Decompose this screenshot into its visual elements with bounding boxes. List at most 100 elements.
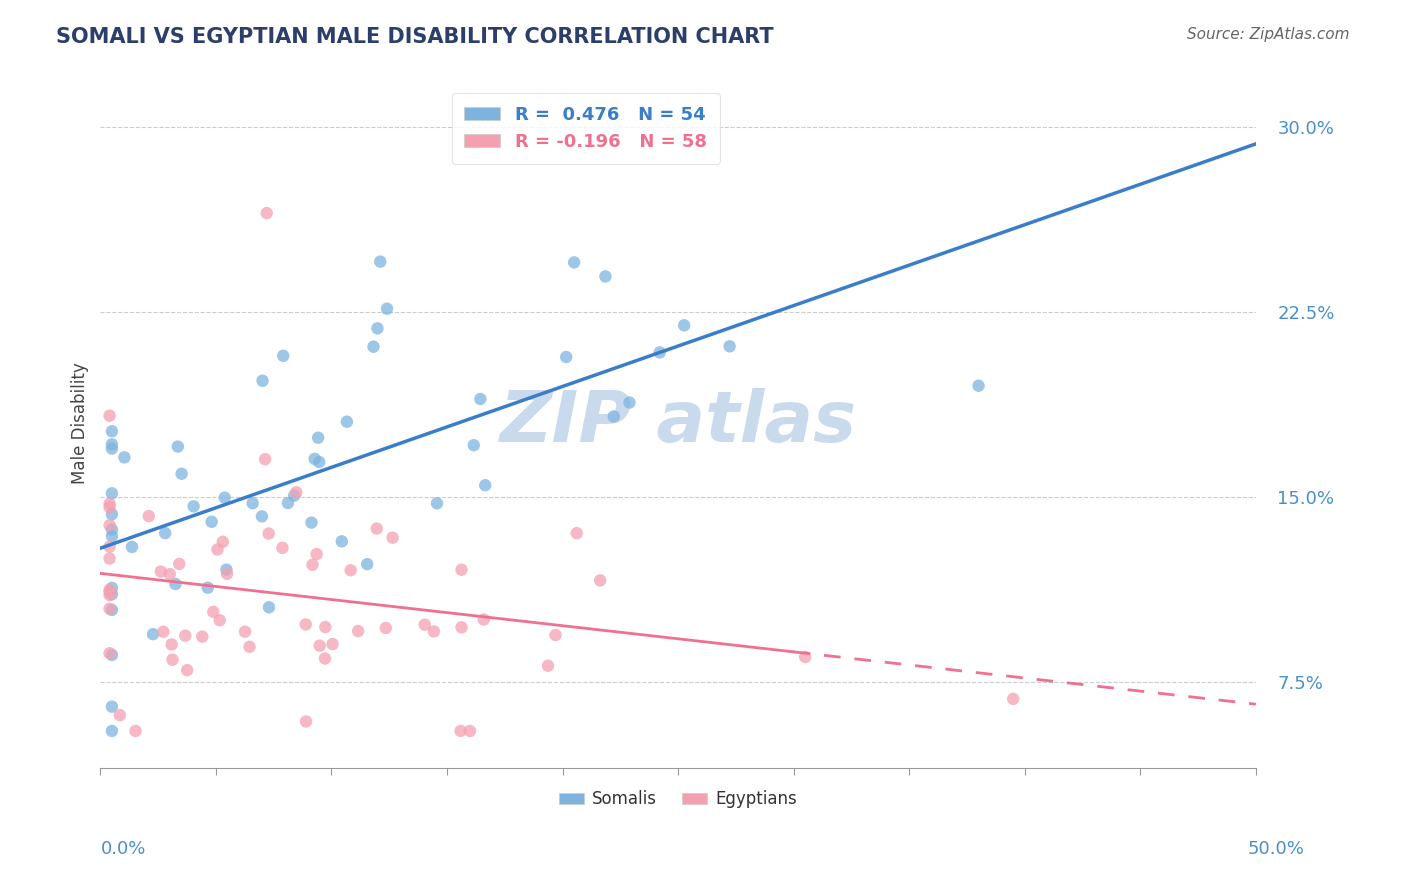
Point: [233, 624, 256, 639]
Point: [301, 516, 323, 530]
Point: [165, 577, 187, 591]
Point: [794, 650, 817, 665]
Point: [307, 431, 329, 445]
Point: [121, 540, 143, 554]
Point: [589, 574, 612, 588]
Point: [295, 714, 318, 729]
Point: [152, 624, 174, 639]
Point: [215, 566, 238, 581]
Point: [458, 723, 481, 738]
Point: [381, 531, 404, 545]
Point: [283, 489, 305, 503]
Point: [124, 723, 146, 738]
Point: [294, 617, 316, 632]
Point: [470, 392, 492, 406]
Point: [673, 318, 696, 333]
Point: [101, 424, 124, 438]
Point: [603, 409, 626, 424]
Point: [101, 581, 124, 595]
Point: [250, 509, 273, 524]
Point: [277, 496, 299, 510]
Point: [98, 518, 121, 533]
Point: [142, 627, 165, 641]
Point: [356, 557, 378, 571]
Point: [322, 637, 344, 651]
Point: [257, 600, 280, 615]
Point: [170, 467, 193, 481]
Point: [314, 620, 336, 634]
Point: [368, 254, 391, 268]
Point: [101, 648, 124, 662]
Y-axis label: Male Disability: Male Disability: [72, 362, 89, 483]
Point: [257, 526, 280, 541]
Point: [619, 395, 641, 409]
Point: [1002, 692, 1025, 706]
Point: [374, 621, 396, 635]
Point: [363, 340, 385, 354]
Point: [285, 485, 308, 500]
Point: [101, 442, 124, 456]
Point: [98, 497, 121, 511]
Point: [555, 350, 578, 364]
Point: [472, 612, 495, 626]
Point: [347, 624, 370, 638]
Point: [98, 409, 121, 423]
Point: [242, 496, 264, 510]
Point: [211, 534, 233, 549]
Point: [305, 547, 328, 561]
Point: [98, 588, 121, 602]
Point: [301, 558, 323, 572]
Legend: Somalis, Egyptians: Somalis, Egyptians: [553, 783, 804, 815]
Text: 50.0%: 50.0%: [1249, 840, 1305, 858]
Point: [595, 269, 617, 284]
Point: [463, 438, 485, 452]
Point: [252, 374, 274, 388]
Point: [565, 526, 588, 541]
Point: [207, 542, 229, 557]
Point: [450, 563, 472, 577]
Point: [167, 557, 190, 571]
Point: [202, 605, 225, 619]
Point: [108, 708, 131, 723]
Point: [98, 646, 121, 660]
Point: [208, 613, 231, 627]
Point: [197, 581, 219, 595]
Point: [149, 565, 172, 579]
Point: [450, 620, 472, 634]
Point: [98, 601, 121, 615]
Text: 0.0%: 0.0%: [101, 840, 146, 858]
Point: [339, 563, 361, 577]
Point: [413, 617, 436, 632]
Point: [308, 639, 330, 653]
Point: [201, 515, 224, 529]
Point: [366, 321, 388, 335]
Point: [375, 301, 398, 316]
Point: [304, 451, 326, 466]
Point: [166, 440, 188, 454]
Text: Source: ZipAtlas.com: Source: ZipAtlas.com: [1187, 27, 1350, 42]
Point: [98, 584, 121, 599]
Point: [562, 255, 585, 269]
Point: [98, 540, 121, 554]
Point: [271, 349, 294, 363]
Point: [256, 206, 278, 220]
Point: [450, 723, 472, 738]
Point: [330, 534, 353, 549]
Point: [101, 699, 124, 714]
Point: [191, 630, 214, 644]
Point: [98, 500, 121, 515]
Point: [98, 582, 121, 597]
Point: [336, 415, 359, 429]
Point: [648, 345, 671, 359]
Point: [238, 640, 260, 654]
Point: [159, 567, 181, 582]
Point: [537, 658, 560, 673]
Point: [423, 624, 446, 639]
Point: [162, 653, 184, 667]
Text: SOMALI VS EGYPTIAN MALE DISABILITY CORRELATION CHART: SOMALI VS EGYPTIAN MALE DISABILITY CORRE…: [56, 27, 773, 46]
Point: [314, 651, 336, 665]
Text: ZIP atlas: ZIP atlas: [499, 388, 856, 458]
Point: [366, 522, 388, 536]
Point: [101, 437, 124, 451]
Point: [176, 663, 198, 677]
